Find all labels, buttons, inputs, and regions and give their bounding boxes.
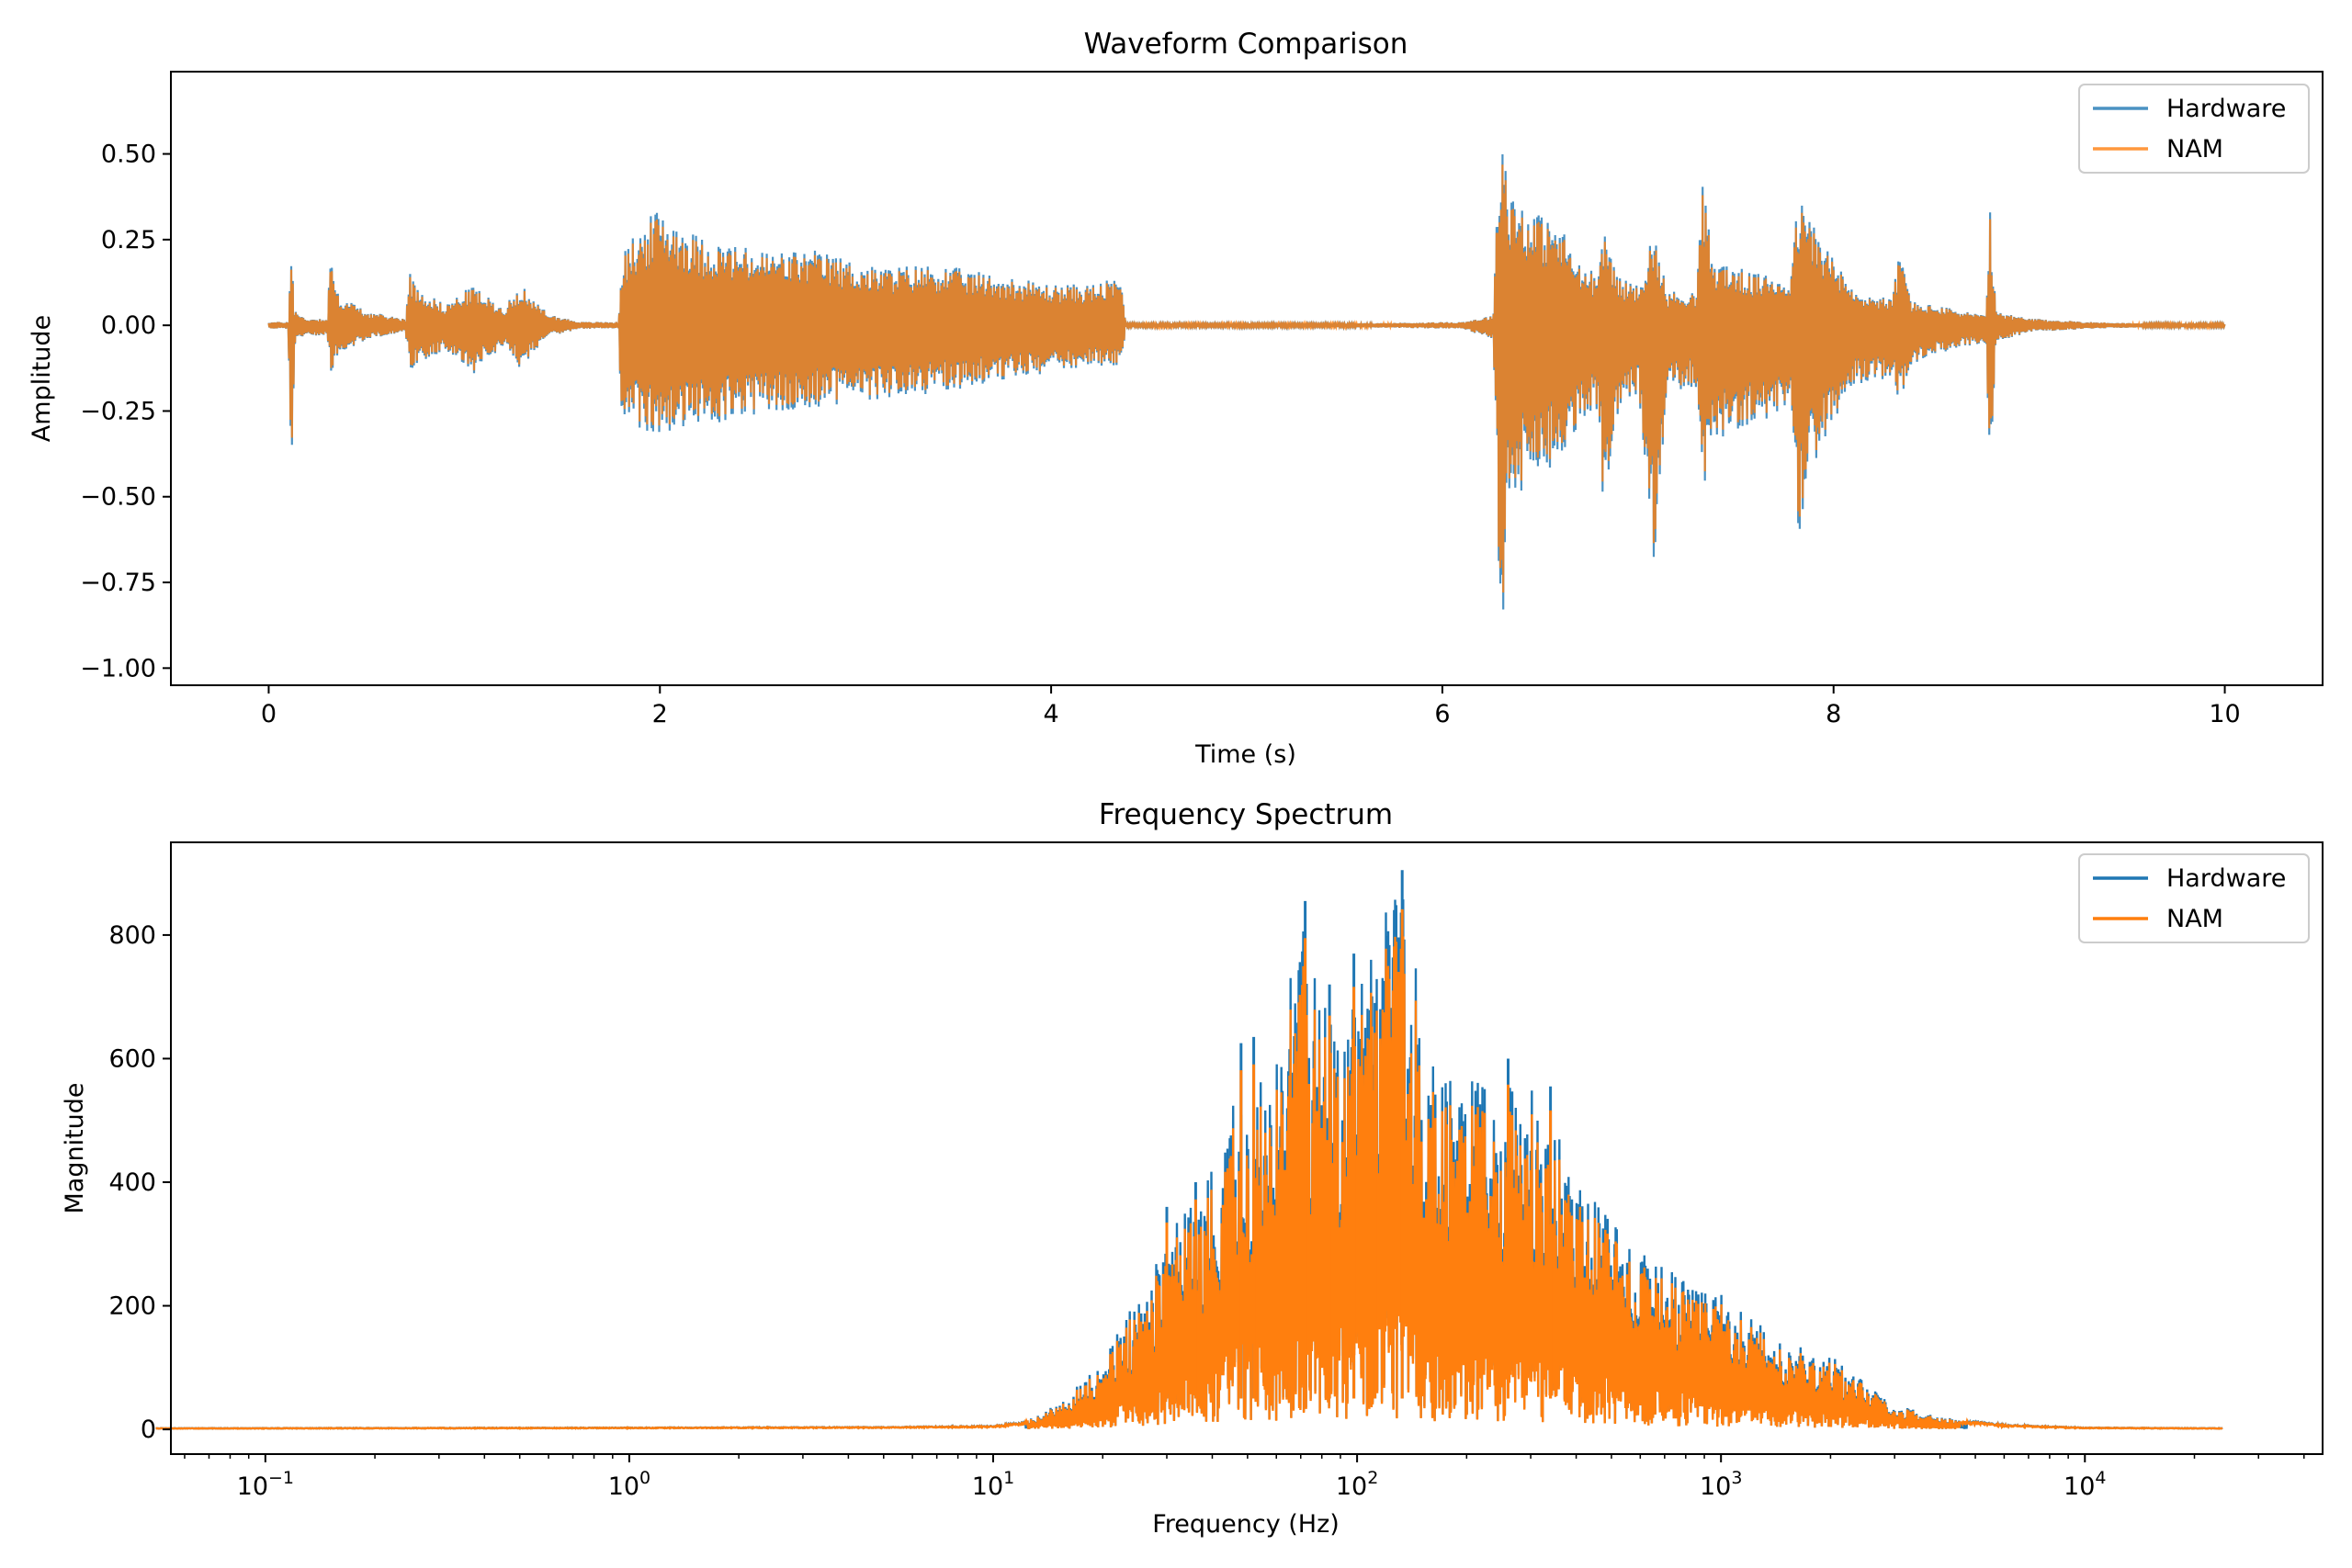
- waveform-chart: Waveform Comparison 0 2 4 6 8 10 0.50 0.25 0.00…: [28, 28, 2324, 769]
- waveform-legend-box: [2078, 84, 2310, 174]
- spectrum-x-label: Frequency (Hz): [1152, 1510, 1340, 1539]
- waveform-x-ticks: 0 2 4 6 8 10: [261, 685, 2241, 728]
- spectrum-axes-frame: [170, 841, 2324, 1455]
- spectrum-legend-nam-label: NAM: [2166, 905, 2223, 933]
- spectrum-y-tick-label: 600: [108, 1044, 156, 1073]
- spectrum-title: Frequency Spectrum: [1099, 798, 1393, 831]
- waveform-legend-nam-label: NAM: [2166, 135, 2223, 164]
- waveform-title: Waveform Comparison: [1084, 28, 1408, 61]
- spectrum-plot-area: [155, 870, 2223, 1430]
- spectrum-x-tick-label: 102: [1336, 1468, 1378, 1501]
- spectrum-chart: Frequency Spectrum 10−1 100 101 102 103 104 0…: [61, 798, 2324, 1539]
- waveform-legend-hardware-label: Hardware: [2166, 95, 2286, 123]
- waveform-y-tick-label: 0.50: [101, 141, 156, 169]
- spectrum-y-tick-label: 0: [141, 1416, 156, 1444]
- spectrum-x-tick-label: 104: [2064, 1468, 2106, 1501]
- spectrum-y-tick-label: 400: [108, 1168, 156, 1197]
- waveform-x-tick-label: 2: [652, 700, 668, 728]
- waveform-x-tick-label: 10: [2209, 700, 2240, 728]
- waveform-y-tick-label: −0.75: [80, 569, 156, 597]
- waveform-y-tick-label: −0.25: [80, 397, 156, 425]
- waveform-y-ticks: 0.50 0.25 0.00 −0.25 −0.50 −0.75 −1.00: [80, 141, 171, 682]
- waveform-x-label: Time (s): [1194, 740, 1296, 769]
- spectrum-x-tick-label: 100: [608, 1468, 650, 1501]
- waveform-series-hardware: [267, 153, 2226, 610]
- spectrum-y-ticks: 0 200 400 600 800: [108, 921, 171, 1444]
- waveform-y-tick-label: 0.00: [101, 311, 156, 340]
- waveform-series-nam: [267, 164, 2226, 593]
- spectrum-legend: Hardware NAM: [2078, 853, 2310, 943]
- waveform-x-tick-label: 4: [1043, 700, 1058, 728]
- spectrum-x-tick-label: 103: [1700, 1468, 1742, 1501]
- spectrum-y-label: Magnitude: [61, 1082, 89, 1213]
- waveform-y-label: Amplitude: [28, 315, 56, 442]
- spectrum-y-tick-label: 200: [108, 1292, 156, 1321]
- waveform-y-tick-label: −0.50: [80, 483, 156, 512]
- waveform-legend: Hardware NAM: [2078, 84, 2310, 174]
- spectrum-y-tick-label: 800: [108, 921, 156, 950]
- waveform-axes-frame: [170, 71, 2324, 686]
- spectrum-legend-hardware-label: Hardware: [2166, 864, 2286, 893]
- waveform-x-tick-label: 0: [261, 700, 277, 728]
- waveform-y-tick-label: −1.00: [80, 654, 156, 682]
- waveform-plot-area: [267, 153, 2226, 610]
- waveform-x-tick-label: 6: [1434, 700, 1450, 728]
- waveform-y-tick-label: 0.25: [101, 226, 156, 254]
- spectrum-x-tick-label: 10−1: [237, 1468, 294, 1501]
- spectrum-legend-box: [2078, 853, 2310, 943]
- spectrum-series-nam: [155, 908, 2223, 1430]
- spectrum-x-ticks: 10−1 100 101 102 103 104: [184, 1454, 2305, 1501]
- waveform-x-tick-label: 8: [1826, 700, 1841, 728]
- spectrum-x-tick-label: 101: [972, 1468, 1014, 1501]
